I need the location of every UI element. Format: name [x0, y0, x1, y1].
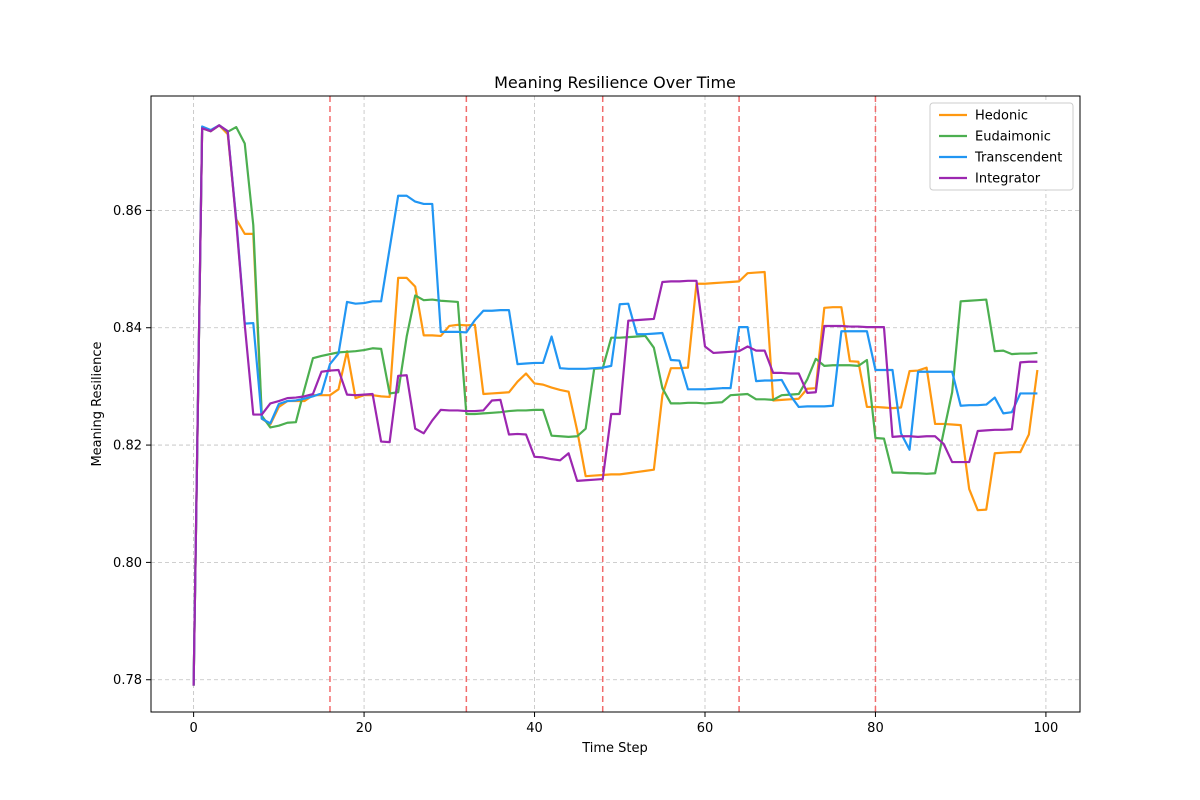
series-line-hedonic — [192, 124, 1039, 686]
chart-title: Meaning Resilience Over Time — [494, 73, 736, 92]
series-line-integrator — [192, 124, 1038, 686]
y-tick-label: 0.84 — [113, 321, 142, 336]
x-tick-label: 100 — [1033, 721, 1058, 736]
y-axis-ticks: 0.78 0.80 0.82 0.84 0.86 — [113, 204, 151, 688]
legend-label-hedonic: Hedonic — [975, 109, 1028, 124]
y-tick-label: 0.78 — [113, 673, 142, 688]
x-tick-label: 20 — [356, 721, 373, 736]
legend-box — [929, 102, 1074, 191]
legend-label-integrator: Integrator — [975, 172, 1041, 187]
x-axis-ticks: 0 20 40 60 80 100 — [189, 712, 1058, 736]
plot-area-frame — [150, 95, 1081, 713]
y-tick-label: 0.86 — [113, 204, 142, 219]
x-tick-label: 40 — [526, 721, 543, 736]
vertical-markers — [329, 96, 877, 712]
legend-label-transcendent: Transcendent — [974, 151, 1062, 166]
x-tick-label: 80 — [867, 721, 884, 736]
legend-label-eudaimonic: Eudaimonic — [975, 130, 1051, 145]
x-tick-label: 60 — [697, 721, 714, 736]
legend: Hedonic Eudaimonic Transcendent Integrator — [929, 102, 1074, 191]
series-line-transcendent — [192, 124, 1038, 686]
x-tick-label: 0 — [189, 721, 197, 736]
y-axis-label: Meaning Resilience — [90, 341, 105, 466]
y-tick-label: 0.80 — [113, 556, 142, 571]
y-tick-label: 0.82 — [113, 439, 142, 454]
series-line-eudaimonic — [192, 124, 1038, 686]
x-axis-label: Time Step — [581, 741, 648, 756]
series-lines — [192, 124, 1039, 686]
